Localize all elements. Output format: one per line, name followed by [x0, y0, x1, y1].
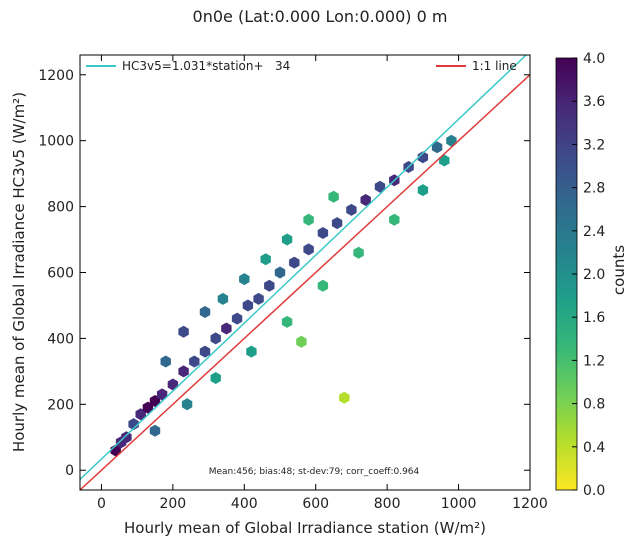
x-axis: 0 200 400 600 800 1000 1200 — [97, 55, 548, 512]
fit-line — [80, 55, 528, 480]
density-cell-13 — [221, 322, 232, 335]
density-cell-7 — [156, 388, 168, 401]
colorbar-tick-label-9: 3.6 — [583, 94, 605, 110]
colorbar-tick-label-4: 1.6 — [583, 310, 605, 326]
density-cell-29 — [431, 141, 443, 154]
density-cell-33 — [199, 306, 211, 318]
colorbar-label: counts — [610, 245, 628, 295]
density-cell-18 — [274, 266, 286, 279]
density-cell-16 — [253, 292, 264, 305]
density-cell-12 — [210, 332, 221, 345]
density-cell-51 — [296, 335, 307, 348]
density-cell-48 — [417, 184, 429, 197]
colorbar-tick-label-1: 0.4 — [583, 440, 605, 456]
legend-label-11: 1:1 line — [472, 59, 517, 73]
colorbar-tick-label-5: 2.0 — [583, 267, 605, 283]
x-tick-label-0: 0 — [97, 496, 106, 512]
density-layer — [110, 134, 457, 457]
x-tick-label-1: 200 — [159, 496, 186, 512]
x-tick-label-2: 400 — [231, 496, 258, 512]
density-cell-17 — [264, 279, 275, 292]
y-tick-label-0: 0 — [65, 463, 74, 479]
y-tick-label-5: 1000 — [38, 134, 74, 150]
density-cell-39 — [328, 190, 339, 203]
y-tick-label-6: 1200 — [38, 68, 74, 84]
density-cell-38 — [303, 213, 314, 226]
density-cell-28 — [417, 151, 429, 164]
chart-title: 0n0e (Lat:0.000 Lon:0.000) 0 m — [193, 7, 448, 26]
density-cell-9 — [178, 365, 189, 378]
density-cell-37 — [281, 233, 293, 246]
density-cell-10 — [189, 355, 200, 368]
one-to-one-line — [80, 74, 530, 490]
colorbar-tick-label-8: 3.2 — [583, 137, 605, 153]
x-tick-label-3: 600 — [302, 496, 329, 512]
colorbar-tick-label-10: 4.0 — [583, 51, 605, 67]
colorbar-tick-label-3: 1.2 — [583, 353, 605, 369]
density-cell-30 — [446, 134, 457, 147]
y-tick-label-2: 400 — [47, 331, 74, 347]
density-cell-45 — [317, 279, 329, 292]
y-tick-label-4: 800 — [47, 200, 74, 216]
density-cell-14 — [231, 312, 243, 325]
x-tick-label-4: 800 — [374, 496, 401, 512]
legend: HC3v5=1.031*station+ 34 1:1 line — [86, 59, 517, 73]
colorbar-tick-label-7: 2.8 — [583, 181, 605, 197]
density-cell-5 — [142, 401, 154, 414]
density-cell-34 — [217, 292, 229, 305]
y-axis-label: Hourly mean of Global Irradiance HC3v5 (… — [10, 92, 28, 452]
density-cell-32 — [178, 325, 189, 338]
density-cell-35 — [239, 273, 250, 286]
density-cell-4 — [135, 408, 146, 421]
colorbar: 0.0 0.4 0.8 1.2 1.6 2.0 2.4 2.8 3.2 3.6 4.0 counts — [555, 51, 628, 499]
lines-layer — [80, 55, 530, 490]
density-cell-31 — [160, 355, 171, 368]
density-cell-46 — [353, 246, 364, 259]
colorbar-tick-label-0: 0.0 — [583, 483, 605, 499]
colorbar-tick-label-6: 2.4 — [583, 224, 605, 240]
y-tick-label-3: 600 — [47, 266, 74, 282]
density-cell-19 — [289, 256, 300, 269]
y-tick-label-1: 200 — [47, 397, 74, 413]
density-cell-44 — [281, 315, 293, 328]
density-cell-43 — [246, 345, 257, 358]
density-cell-22 — [331, 217, 343, 230]
density-cell-11 — [199, 345, 211, 358]
density-cell-49 — [439, 154, 450, 167]
density-cell-40 — [149, 424, 161, 437]
density-cell-21 — [317, 227, 329, 239]
density-cell-8 — [167, 378, 179, 391]
y-axis: 0 200 400 600 800 1000 1200 — [38, 68, 530, 479]
density-cell-25 — [374, 180, 386, 193]
colorbar-tick-label-2: 0.8 — [583, 397, 605, 413]
density-cell-41 — [181, 398, 193, 411]
x-tick-label-5: 1000 — [441, 496, 477, 512]
density-cell-20 — [303, 243, 314, 256]
density-cell-24 — [360, 194, 371, 206]
density-cell-2 — [121, 431, 132, 444]
stats-annotation: Mean:456; bias:48; st-dev:79; corr_coeff… — [209, 467, 420, 477]
density-cell-42 — [210, 372, 221, 384]
density-cell-6 — [149, 395, 161, 407]
density-cell-36 — [260, 253, 271, 266]
density-cell-15 — [242, 299, 254, 312]
density-cell-23 — [346, 203, 357, 216]
x-axis-label: Hourly mean of Global Irradiance station… — [124, 519, 486, 537]
legend-label-fit: HC3v5=1.031*station+ 34 — [122, 59, 290, 73]
colorbar-ticks: 0.0 0.4 0.8 1.2 1.6 2.0 2.4 2.8 3.2 3.6 4.0 — [572, 51, 605, 499]
x-tick-label-6: 1200 — [512, 496, 548, 512]
plot-area — [80, 55, 530, 490]
density-cell-3 — [128, 418, 139, 431]
density-cell-50 — [339, 391, 350, 404]
density-cell-47 — [389, 213, 400, 226]
